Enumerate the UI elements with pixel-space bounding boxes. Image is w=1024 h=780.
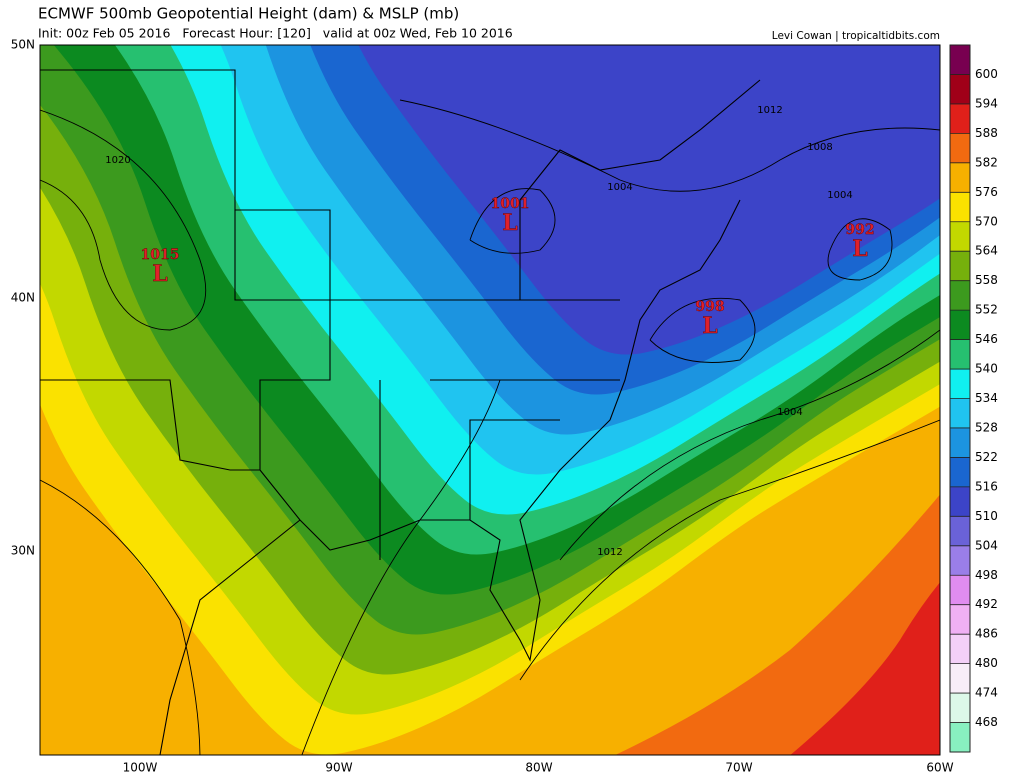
low-pressure-value: 1015	[141, 247, 180, 263]
isobar	[399, 99, 940, 192]
subtitle: Init: 00z Feb 05 2016 Forecast Hour: [12…	[38, 26, 513, 41]
longitude-label: 80W	[525, 761, 552, 775]
credit: Levi Cowan | tropicaltidbits.com	[772, 30, 940, 42]
colorbar-box	[950, 45, 970, 75]
colorbar-label: 564	[975, 244, 998, 258]
isobar	[469, 188, 556, 254]
isobar	[559, 329, 940, 561]
colorbar-label: 498	[975, 568, 998, 582]
longitude-label: 100W	[123, 761, 158, 775]
low-pressure-symbol: L	[852, 236, 867, 262]
map-border	[39, 44, 941, 756]
isobar-label: 1004	[827, 190, 852, 201]
isobar-label: 1004	[777, 407, 802, 418]
colorbar-box	[950, 663, 970, 694]
colorbar-label: 516	[975, 479, 998, 493]
colorbar-box	[950, 369, 970, 399]
colorbar-label: 528	[975, 420, 998, 434]
colorbar-box	[950, 192, 970, 223]
colorbar-label: 540	[975, 362, 998, 376]
colorbar-box	[950, 339, 970, 370]
colorbar-label: 588	[975, 126, 998, 140]
border-line	[40, 69, 741, 662]
colorbar-label: 480	[975, 656, 998, 670]
colorbar-label: 510	[975, 509, 998, 523]
colorbar: 600 594 588 582 576 570 564 558 552 546 540 534 528 5…	[949, 44, 998, 753]
low-pressure-symbol: L	[152, 261, 167, 287]
colorbar-box	[950, 133, 970, 164]
colorbar-label: 576	[975, 185, 998, 199]
low-pressure-symbol: L	[702, 313, 717, 339]
isobar	[827, 218, 893, 281]
colorbar-box	[950, 693, 970, 724]
isobar-label: 1004	[607, 182, 632, 193]
height-band	[358, 45, 940, 355]
colorbar-box	[950, 634, 970, 665]
low-pressure-value: 998	[695, 299, 724, 315]
colorbar-box	[950, 604, 970, 635]
colorbar-label: 594	[975, 96, 998, 110]
isobar	[519, 419, 940, 681]
colorbar-box	[950, 74, 970, 105]
colorbar-label: 582	[975, 155, 998, 169]
colorbar-box	[950, 486, 970, 517]
low-pressure-symbol: L	[502, 210, 517, 236]
border-line	[159, 519, 301, 755]
isobar-label: 1008	[807, 142, 832, 153]
colorbar-label: 504	[975, 538, 998, 552]
colorbar-box	[950, 398, 970, 429]
colorbar-box	[950, 575, 970, 606]
isobar-label: 1012	[757, 105, 782, 116]
latitude-label: 40N	[11, 291, 35, 305]
longitude-label: 90W	[325, 761, 352, 775]
isobar	[40, 479, 201, 755]
colorbar-box	[950, 103, 970, 134]
height-band	[615, 494, 940, 755]
colorbar-label: 474	[975, 686, 998, 700]
colorbar-box	[950, 722, 970, 753]
colorbar-label: 570	[975, 214, 998, 228]
colorbar-box	[950, 427, 970, 458]
isobar	[649, 297, 756, 363]
colorbar-label: 468	[975, 715, 998, 729]
colorbar-label: 492	[975, 597, 998, 611]
isobar	[301, 379, 501, 755]
colorbar-box	[950, 280, 970, 311]
isobar	[40, 109, 207, 331]
colorbar-label: 552	[975, 303, 998, 317]
colorbar-label: 534	[975, 391, 998, 405]
colorbar-label: 600	[975, 67, 998, 81]
title: ECMWF 500mb Geopotential Height (dam) & …	[38, 5, 459, 23]
longitude-label: 70W	[725, 761, 752, 775]
border-line	[40, 379, 260, 471]
colorbar-box	[950, 545, 970, 576]
latitude-label: 50N	[11, 38, 35, 52]
colorbar-box	[950, 251, 970, 282]
colorbar-box	[950, 457, 970, 488]
longitude-label: 60W	[926, 761, 953, 775]
isobar-label: 1020	[105, 155, 130, 166]
colorbar-box	[950, 310, 970, 341]
colorbar-label: 522	[975, 450, 998, 464]
height-band	[790, 582, 940, 755]
low-pressure-value: 1001	[491, 196, 530, 212]
colorbar-label: 486	[975, 627, 998, 641]
low-pressure-value: 992	[845, 222, 874, 238]
colorbar-box	[950, 221, 970, 252]
colorbar-label: 546	[975, 332, 998, 346]
latitude-label: 30N	[11, 544, 35, 558]
colorbar-label: 558	[975, 273, 998, 287]
colorbar-frame	[949, 44, 971, 753]
isobar-label: 1012	[597, 547, 622, 558]
colorbar-box	[950, 516, 970, 547]
colorbar-box	[950, 162, 970, 193]
